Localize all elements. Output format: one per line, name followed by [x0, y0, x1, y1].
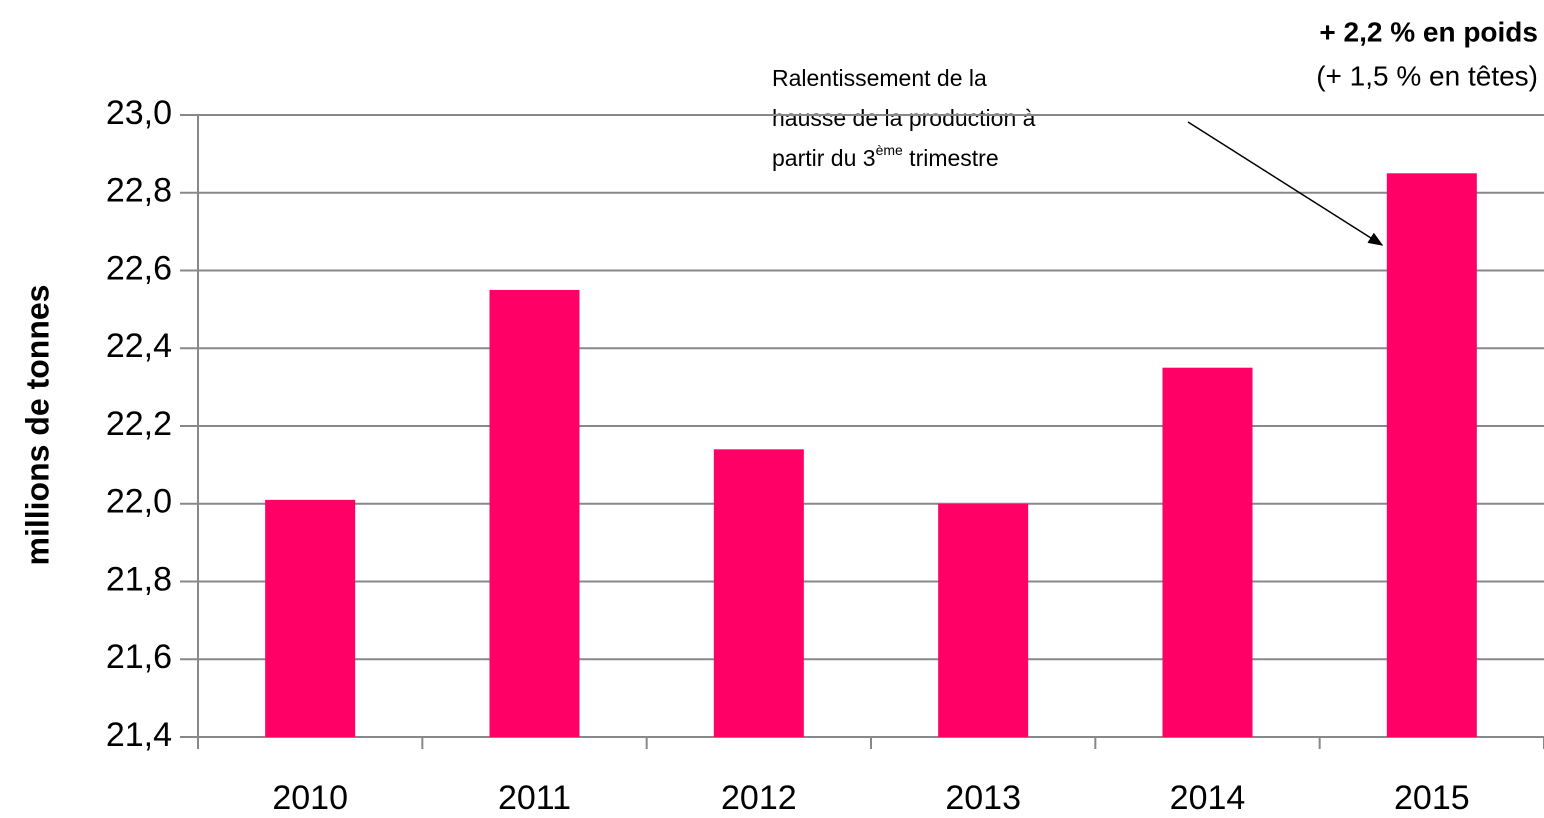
annotation-note-part: trimestre — [903, 145, 999, 171]
x-tick-label: 2010 — [272, 779, 348, 817]
bar — [1162, 367, 1253, 737]
bar — [265, 499, 356, 737]
bar — [489, 289, 580, 737]
y-axis-label: millions de tonnes — [19, 285, 55, 566]
y-tick-label: 22,0 — [106, 483, 172, 521]
bar — [938, 503, 1029, 737]
y-tick-label: 22,2 — [106, 405, 172, 443]
annotation-note: partir du 3ème trimestre — [772, 142, 999, 171]
y-tick-label: 22,8 — [106, 172, 172, 210]
y-tick-label: 21,6 — [106, 638, 172, 676]
annotation-note: Ralentissement de la — [772, 65, 987, 91]
x-tick-label: 2012 — [721, 779, 797, 817]
x-tick-label: 2013 — [945, 779, 1021, 817]
y-tick-label: 23,0 — [106, 94, 172, 132]
bar — [1386, 173, 1477, 737]
y-tick-label: 22,4 — [106, 327, 172, 365]
x-tick-label: 2014 — [1170, 779, 1246, 817]
annotation-arrow — [1187, 121, 1384, 246]
annotation-note: hausse de la production à — [772, 105, 1036, 131]
y-tick-label: 21,8 — [106, 560, 172, 598]
x-tick-label: 2011 — [498, 779, 571, 817]
annotation-highlight: + 2,2 % en poids — [1319, 16, 1538, 47]
annotation-note-sup: ème — [876, 142, 903, 158]
y-tick-label: 22,6 — [106, 249, 172, 287]
x-tick-label: 2015 — [1394, 779, 1470, 817]
annotation-note-part: partir du 3 — [772, 145, 876, 171]
annotation-highlight-sub: (+ 1,5 % en têtes) — [1316, 60, 1538, 91]
bar — [713, 449, 804, 737]
y-tick-label: 21,4 — [106, 716, 172, 754]
